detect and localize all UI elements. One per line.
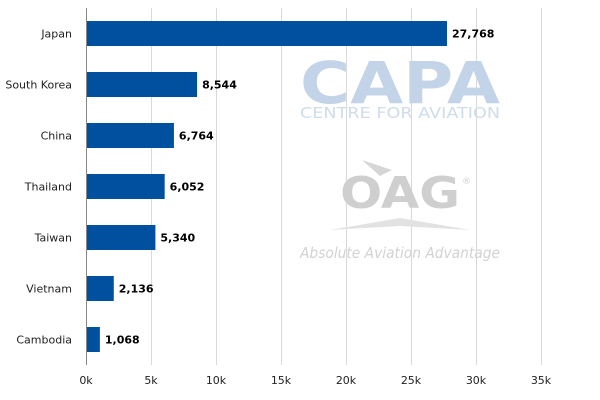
x-tick-label: 30k [466, 374, 487, 387]
value-label: 27,768 [452, 28, 494, 41]
x-tick-label: 25k [401, 374, 422, 387]
x-tick-labels: 0k 5k 10k 15k 20k 25k 30k 35k [79, 374, 551, 387]
x-tick-label: 20k [336, 374, 357, 387]
bars [86, 21, 447, 352]
category-label: Japan [40, 28, 72, 41]
value-label: 6,052 [170, 181, 205, 194]
capa-watermark-subtitle: CENTRE FOR AVIATION [300, 104, 500, 122]
value-label: 5,340 [160, 232, 195, 245]
oag-swoosh-icon [330, 218, 470, 230]
x-tick-label: 15k [271, 374, 292, 387]
bar [86, 21, 447, 46]
value-label: 2,136 [119, 283, 154, 296]
x-tick-label: 5k [144, 374, 158, 387]
x-tick-label: 0k [79, 374, 93, 387]
oag-watermark-logo: OAG [340, 168, 460, 219]
category-label: South Korea [5, 79, 72, 92]
value-label: 8,544 [202, 79, 237, 92]
bar [86, 174, 165, 199]
bar [86, 72, 198, 97]
value-labels: 27,768 8,544 6,764 6,052 5,340 2,136 1,068 [105, 28, 495, 347]
category-labels: Japan South Korea China Thailand Taiwan Vietn… [5, 28, 72, 347]
category-label: Taiwan [34, 232, 72, 245]
registered-mark-icon: ® [462, 177, 471, 187]
x-tick-label: 10k [206, 374, 227, 387]
bar [86, 123, 174, 148]
watermark-group: CAPA CENTRE FOR AVIATION OAG ® Absolute … [299, 49, 500, 262]
bar [86, 225, 156, 250]
value-label: 1,068 [105, 334, 140, 347]
oag-watermark-tagline: Absolute Aviation Advantage [299, 244, 500, 262]
category-label: China [41, 130, 72, 143]
bar [86, 276, 114, 301]
gridlines [151, 8, 542, 365]
value-label: 6,764 [179, 130, 214, 143]
category-label: Cambodia [16, 334, 72, 347]
capa-watermark-logo: CAPA [300, 49, 500, 117]
category-label: Thailand [24, 181, 72, 194]
x-tick-label: 35k [531, 374, 552, 387]
oag-plane-icon [362, 160, 392, 176]
bar [86, 327, 100, 352]
category-label: Vietnam [26, 283, 72, 296]
